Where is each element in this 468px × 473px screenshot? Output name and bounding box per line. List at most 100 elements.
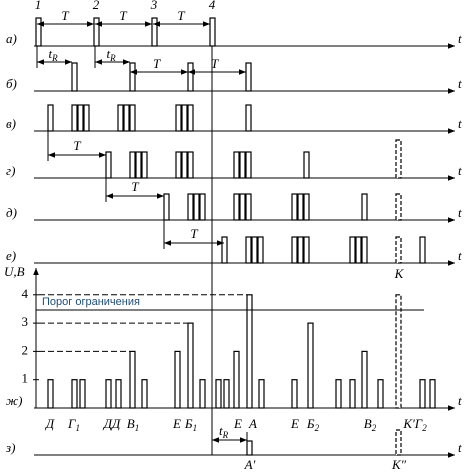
pulse [71,104,78,132]
pulse [187,151,194,179]
row-label: з) [5,440,15,455]
pulse [47,104,54,132]
pulse [151,17,158,47]
pulse [361,193,368,221]
pulse [307,322,314,409]
pulse [245,62,252,92]
pulse [175,151,182,179]
pulse [233,193,240,221]
pulse [71,379,78,409]
pulse [199,193,206,221]
pulse [209,17,216,47]
interval-label: T [177,8,185,23]
interval-label-sub: R [222,430,229,440]
pulse-label-sub: 1 [75,423,80,433]
pulse [429,379,436,409]
pulse [419,379,426,409]
pulse [233,350,240,409]
pulse [335,379,342,409]
pulse-label-sub: 2 [372,423,377,433]
pulse [77,104,84,132]
pulse [35,17,42,47]
pulse [419,236,426,264]
pulse-label: Д [44,416,55,431]
threshold-label: Порог ограничения [42,296,140,308]
pulse [223,379,230,409]
axis-label: t [458,440,462,455]
pulse [245,104,252,132]
interval-label: T [190,226,198,241]
axis-label: t [458,116,462,131]
axis-label: t [458,393,462,408]
pulse [123,104,130,132]
pulse [47,379,54,409]
pulse-label: К′Г [402,416,422,431]
axis-label: t [458,163,462,178]
pulse [187,62,194,92]
interval-label: T [211,56,219,71]
pulse [187,193,194,221]
interval-label: t [49,46,53,61]
pulse [361,350,368,409]
pulse [79,379,86,409]
y-tick-label: 1 [22,371,29,386]
interval-label: T [131,179,139,194]
pulse [115,379,122,409]
pulse [117,104,124,132]
interval-label: t [107,46,111,61]
pulse [395,294,402,409]
pulse [221,236,228,264]
pulse [129,350,136,409]
pulse [349,236,356,264]
pulse [291,193,298,221]
pulse [303,236,310,264]
pulse [187,322,194,409]
pulse-label: А [248,416,257,431]
pulse [141,379,148,409]
pulse-label: В [127,416,135,431]
interval-label-sub: R [51,53,58,63]
interval-label: T [73,138,81,153]
interval-label: T [153,56,161,71]
interval-label: t [219,423,223,438]
pulse [129,104,136,132]
pulse [129,151,136,179]
interval-label: T [119,8,127,23]
pulse [349,379,356,409]
pulse [174,350,181,409]
pulse [377,379,384,409]
pulse [129,62,136,92]
pulse [395,429,402,456]
row-label: г) [6,163,15,178]
row-label: а) [6,31,17,46]
pulse [187,104,194,132]
pulse [257,236,264,264]
pulse [291,236,298,264]
pulse [395,193,402,221]
pulse-label: Е [290,416,299,431]
pulse [246,440,253,456]
pulse [245,193,252,221]
pulse [215,379,222,409]
pulse [239,151,246,179]
pulse [251,236,258,264]
pulse [163,193,170,221]
pulse-label-sub: 1 [193,423,198,433]
axis-label: t [458,248,462,263]
pulse-label: Б [184,416,193,431]
axis-label: t [458,205,462,220]
pulse [233,151,240,179]
pulse [297,236,304,264]
pulse [93,17,100,47]
pulse-label: В [364,416,372,431]
pulse-label-sub: 2 [315,423,320,433]
pulse-label-sub: 2 [422,423,427,433]
pulse-label: А′ [244,457,256,472]
pulse [245,236,252,264]
pulse [199,379,206,409]
pulse [297,193,304,221]
pulse [239,193,246,221]
pulse-label: ДД [102,416,121,431]
row-label: в) [6,116,16,131]
